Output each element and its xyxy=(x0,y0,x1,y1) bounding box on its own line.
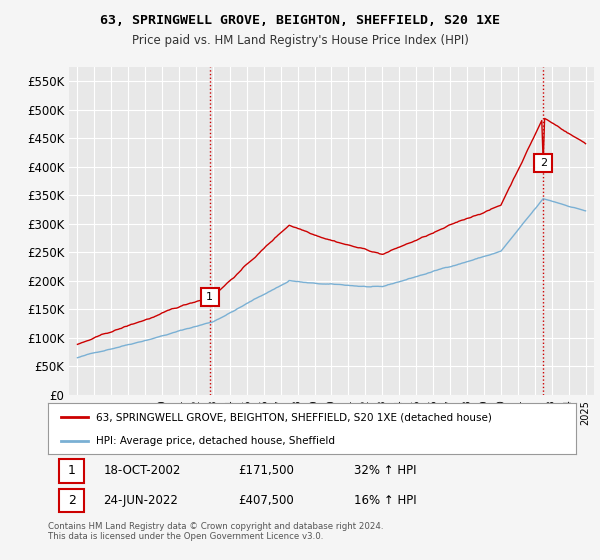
Text: HPI: Average price, detached house, Sheffield: HPI: Average price, detached house, Shef… xyxy=(95,436,335,446)
Text: 63, SPRINGWELL GROVE, BEIGHTON, SHEFFIELD, S20 1XE (detached house): 63, SPRINGWELL GROVE, BEIGHTON, SHEFFIEL… xyxy=(95,412,491,422)
Text: 16% ↑ HPI: 16% ↑ HPI xyxy=(354,494,417,507)
Text: 18-OCT-2002: 18-OCT-2002 xyxy=(103,464,181,478)
Text: 2: 2 xyxy=(539,157,547,167)
Text: £407,500: £407,500 xyxy=(238,494,294,507)
Text: 63, SPRINGWELL GROVE, BEIGHTON, SHEFFIELD, S20 1XE: 63, SPRINGWELL GROVE, BEIGHTON, SHEFFIEL… xyxy=(100,14,500,27)
Text: 1: 1 xyxy=(206,292,213,302)
Text: £171,500: £171,500 xyxy=(238,464,294,478)
Text: Price paid vs. HM Land Registry's House Price Index (HPI): Price paid vs. HM Land Registry's House … xyxy=(131,34,469,46)
Text: 1: 1 xyxy=(68,464,76,478)
FancyBboxPatch shape xyxy=(59,488,85,512)
FancyBboxPatch shape xyxy=(59,459,85,483)
Text: 24-JUN-2022: 24-JUN-2022 xyxy=(103,494,178,507)
Text: 32% ↑ HPI: 32% ↑ HPI xyxy=(354,464,417,478)
Text: 2: 2 xyxy=(68,494,76,507)
Text: Contains HM Land Registry data © Crown copyright and database right 2024.
This d: Contains HM Land Registry data © Crown c… xyxy=(48,522,383,542)
